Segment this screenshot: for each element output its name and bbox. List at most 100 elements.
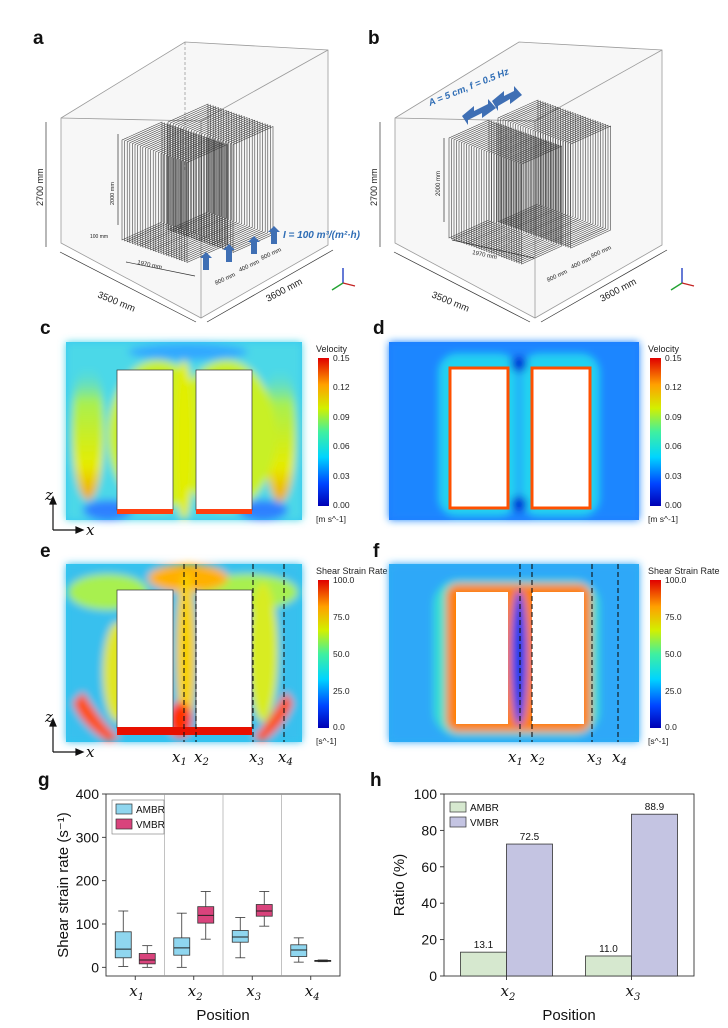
colorbar-tick: 100.0 — [665, 575, 687, 585]
membrane-sheet — [145, 129, 186, 249]
membrane-sheet — [557, 121, 599, 245]
membrane-sheet — [121, 121, 163, 241]
membrane-sheet — [562, 122, 604, 246]
y-tick-label: 80 — [421, 822, 437, 838]
x-tick-label: x1 — [129, 982, 144, 1003]
bar-vmbr — [506, 843, 553, 977]
x-tick-label: x2 — [188, 982, 203, 1003]
y-tick-label: 200 — [76, 873, 100, 889]
membrane-sheet — [139, 127, 181, 247]
position-label-x2: x2 — [194, 748, 209, 768]
membrane-stack-right — [167, 103, 274, 253]
membrane-sheet — [124, 122, 165, 242]
membrane-sheet — [185, 109, 227, 237]
position-label-x1: x1 — [172, 748, 187, 768]
colorbar-title: Velocity — [648, 344, 680, 354]
position-label-x3: x3 — [587, 748, 602, 768]
colorbar-tick: 25.0 — [333, 686, 350, 696]
y-tick-label: 20 — [421, 932, 437, 948]
membrane-sheet — [545, 116, 586, 240]
panel-e-shear-contour: Shear Strain Rate 100.0 75.0 50.0 25.0 0… — [44, 564, 388, 768]
membrane-sheet — [175, 106, 217, 234]
membrane-sheet — [204, 116, 245, 244]
membrane-sheet — [542, 115, 584, 239]
colorbar-tick: 0.00 — [333, 500, 350, 510]
bar-ambr — [460, 951, 507, 977]
legend-label: VMBR — [136, 820, 165, 831]
dim-gap: 100 mm — [90, 234, 108, 240]
membrane-sheet — [142, 128, 184, 248]
axis-z-label: z — [44, 708, 53, 726]
bar-vmbr — [631, 813, 678, 977]
y-tick-label: 100 — [414, 786, 438, 802]
position-labels: x1 x2 x3 x4 — [508, 748, 627, 768]
panel-letter-d: d — [373, 318, 385, 339]
membrane-sheet — [214, 119, 256, 247]
box-vmbr — [138, 953, 156, 965]
axes-indicator-icon — [49, 717, 85, 756]
colorbar-tick: 50.0 — [333, 649, 350, 659]
colorbar-title: Shear Strain Rate — [316, 566, 388, 576]
membrane-sheet — [552, 119, 594, 243]
membrane-sheet — [565, 123, 606, 247]
colorbar-title: Shear Strain Rate — [648, 566, 720, 576]
membrane-sheet — [134, 126, 176, 245]
position-lines — [183, 564, 285, 742]
axis-z-label: z — [44, 486, 53, 504]
colorbar-unit: [s^-1] — [648, 736, 669, 746]
membrane-sheet — [560, 122, 601, 245]
panel-h-bar-chart: 0 20 40 60 80 100 13.1 72.5 11.0 88.9 x2 x3 AMBR V… — [391, 786, 695, 1024]
bar-value-label: 72.5 — [520, 832, 540, 843]
colorbar-tick: 0.12 — [665, 382, 682, 392]
y-tick-label: 0 — [91, 959, 99, 975]
dim-board-length: 1970 mm — [472, 250, 498, 261]
box-ambr — [290, 944, 308, 957]
position-labels: x1 x2 x3 x4 — [172, 748, 293, 768]
panel-letter-h: h — [370, 770, 382, 791]
membrane-sheet — [567, 124, 609, 248]
colorbar-unit: [m s^-1] — [316, 514, 346, 524]
x-tick-label: x3 — [246, 982, 261, 1003]
legend-label: AMBR — [470, 803, 499, 814]
y-tick-label: 0 — [429, 968, 437, 984]
box-vmbr — [255, 904, 273, 917]
axis-x-label: x — [86, 521, 95, 539]
x-tick-label: x2 — [501, 982, 516, 1003]
membrane-sheet — [222, 122, 263, 250]
colorbar-tick: 0.09 — [665, 412, 682, 422]
membrane-sheet — [537, 113, 579, 237]
membrane-sheet — [196, 113, 237, 241]
colorbar-tick: 50.0 — [665, 649, 682, 659]
membrane-sheet — [206, 117, 248, 244]
legend-label: VMBR — [470, 818, 499, 829]
panel-g-box-chart: 0 100 200 300 400 x1 x2 x3 x4 AMBR VMBR Shear st… — [55, 786, 341, 1024]
colorbar-tick: 100.0 — [333, 575, 355, 585]
membrane-sheet — [129, 124, 171, 244]
dim-width: 3500 mm — [430, 290, 471, 315]
colorbar-tick: 0.06 — [333, 441, 350, 451]
membrane-sheet — [184, 143, 225, 263]
panel-letter-g: g — [38, 770, 50, 791]
position-lines — [519, 564, 619, 742]
membrane-sheet — [209, 117, 250, 245]
panel-d-velocity-contour: Velocity 0.15 0.12 0.09 0.06 0.03 0.00 [… — [389, 342, 682, 524]
position-label-x3: x3 — [249, 748, 264, 768]
membrane-sheet — [178, 107, 219, 235]
box-ambr — [231, 930, 249, 943]
panel-letter-e: e — [40, 541, 51, 562]
x-axis-label: Position — [196, 1007, 249, 1024]
colorbar-unit: [m s^-1] — [648, 514, 678, 524]
membrane-sheet — [227, 124, 269, 252]
velocity-colorbar — [318, 358, 329, 506]
bar-value-label: 13.1 — [474, 940, 494, 951]
membrane-sheet — [132, 125, 173, 245]
colorbar-title: Velocity — [316, 344, 348, 354]
membrane-sheet — [160, 135, 202, 254]
membrane-sheet — [198, 114, 240, 242]
membrane-sheet — [152, 132, 194, 252]
axes-triad-icon — [670, 268, 695, 291]
colorbar-tick: 0.06 — [665, 441, 682, 451]
membrane-sheet — [219, 121, 261, 249]
membrane-sheet — [547, 117, 589, 241]
membrane-sheet — [183, 108, 224, 236]
